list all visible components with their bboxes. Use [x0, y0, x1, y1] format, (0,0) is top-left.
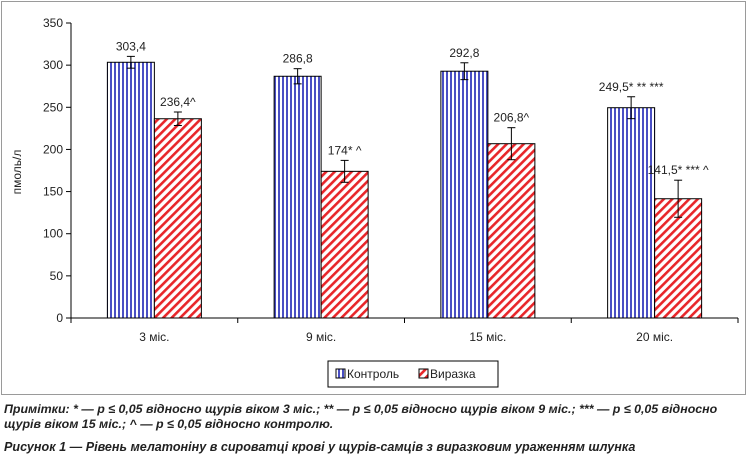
x-tick-label: 15 міс.	[469, 330, 506, 344]
control-bar	[440, 70, 489, 319]
legend-swatch-control	[335, 368, 346, 379]
figure-caption: Рисунок 1 — Рівень мелатоніну в сироватц…	[4, 440, 636, 454]
legend-label: Контроль	[347, 367, 399, 381]
legend-box	[327, 360, 499, 388]
x-tick-label: 9 міс.	[306, 330, 336, 344]
y-tick-label: 0	[56, 311, 63, 325]
legend-swatch-ulcer	[418, 368, 429, 379]
y-tick-label: 300	[43, 58, 63, 72]
data-label: 206,8^	[494, 111, 530, 125]
y-tick-label: 100	[43, 227, 63, 241]
y-axis-title: пмоль/л	[10, 150, 24, 195]
ulcer-bar	[320, 170, 369, 319]
data-label: 249,5* ** ***	[599, 80, 664, 94]
legend: Контроль Виразка	[327, 360, 499, 388]
y-tick-label: 250	[43, 100, 63, 114]
chart-frame: 0 50 100 150 200 250 300 350 3 міс. 9 міс. 15 міс…	[1, 1, 746, 395]
y-tick-label: 350	[43, 16, 63, 30]
ulcer-bar	[654, 198, 703, 319]
x-tick-label: 3 міс.	[139, 330, 169, 344]
data-label: 286,8	[283, 52, 313, 66]
data-label: 292,8	[449, 46, 479, 60]
ulcer-bar	[487, 143, 536, 319]
y-tick-label: 200	[43, 142, 63, 156]
control-bar	[106, 61, 155, 319]
control-bar	[273, 75, 322, 319]
data-label: 236,4^	[160, 95, 196, 109]
legend-label: Виразка	[430, 367, 476, 381]
bar-chart: 0 50 100 150 200 250 300 350 3 міс. 9 міс. 15 міс…	[10, 16, 739, 388]
data-label: 303,4	[116, 39, 146, 53]
control-bar	[607, 107, 656, 319]
y-tick-label: 50	[50, 269, 64, 283]
y-tick-label: 150	[43, 185, 63, 199]
data-label: 174* ^	[328, 143, 362, 157]
figure-notes: Примітки: * — p ≤ 0,05 відносно щурів ві…	[4, 402, 718, 431]
ulcer-bar	[153, 118, 202, 319]
x-tick-label: 20 міс.	[636, 330, 673, 344]
data-label: 141,5* *** ^	[648, 163, 709, 177]
